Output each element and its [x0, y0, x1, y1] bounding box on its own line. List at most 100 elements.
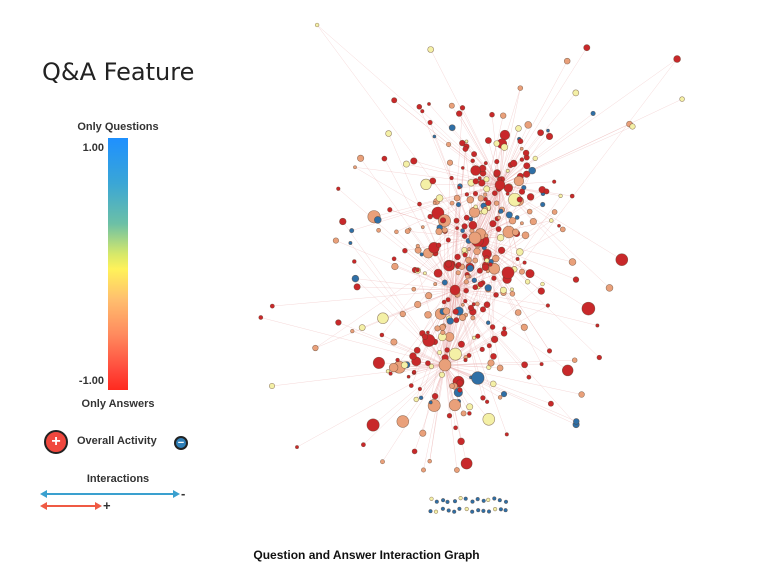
graph-node [431, 392, 439, 400]
graph-edge [474, 237, 573, 263]
interactions-arrows [40, 490, 180, 510]
graph-edge [378, 230, 456, 291]
graph-node [521, 231, 530, 240]
graph-node [540, 201, 546, 208]
graph-node [516, 248, 524, 256]
graph-node [561, 364, 574, 377]
graph-node [516, 196, 523, 203]
graph-node [482, 413, 496, 426]
plus-circle-icon: + [44, 430, 68, 454]
graph-node [446, 141, 452, 147]
graph-node [463, 287, 469, 294]
graph-edge [444, 283, 543, 366]
graph-node [428, 363, 435, 370]
scale-top-label: Only Questions [77, 121, 159, 133]
graph-node [452, 499, 458, 504]
graph-node [520, 323, 528, 331]
graph-node [395, 357, 400, 363]
graph-node [483, 192, 488, 197]
graph-node [332, 237, 339, 244]
graph-node [467, 411, 472, 416]
graph-edge [458, 184, 501, 205]
graph-edge [355, 278, 456, 291]
graph-edge [409, 229, 456, 291]
graph-node [517, 138, 524, 145]
graph-node [490, 380, 497, 388]
graph-node [419, 429, 427, 437]
interactions-label: Interactions [86, 473, 150, 485]
graph-node [360, 442, 366, 448]
graph-node [414, 300, 422, 309]
graph-edge [444, 317, 474, 366]
graph-node [457, 387, 463, 393]
graph-edge [498, 184, 501, 230]
graph-node [503, 508, 508, 513]
graph-node [485, 320, 491, 325]
graph-node [385, 130, 392, 137]
graph-node [498, 208, 504, 214]
graph-node [472, 257, 479, 264]
graph-node [449, 383, 455, 389]
graph-node [547, 400, 554, 407]
graph-node [483, 176, 490, 183]
graph-edge [472, 160, 501, 186]
graph-node [424, 311, 432, 319]
graph-node [423, 271, 427, 276]
graph-node [462, 252, 468, 258]
graph-node [449, 347, 462, 361]
graph-node [484, 233, 489, 238]
graph-node [557, 223, 561, 228]
graph-node [483, 161, 488, 166]
graph-edge [454, 289, 525, 328]
graph-node [396, 415, 410, 428]
graph-edge [428, 184, 501, 254]
graph-node [489, 220, 497, 228]
graph-node [464, 192, 470, 197]
graph-node [411, 286, 417, 292]
graph-edge [444, 364, 467, 464]
graph-node [433, 282, 438, 287]
graph-edge [424, 273, 456, 291]
graph-node [572, 276, 580, 283]
graph-node [504, 432, 509, 437]
graph-node [388, 371, 393, 376]
graph-node [519, 157, 525, 162]
graph-node [438, 358, 452, 372]
graph-node [390, 338, 398, 346]
graph-node [493, 200, 500, 206]
graph-edge [444, 364, 489, 368]
graph-node [615, 253, 629, 266]
graph-node [524, 121, 532, 129]
graph-node [481, 207, 488, 215]
graph-node [381, 155, 388, 162]
graph-node [417, 386, 422, 392]
graph-edges [260, 24, 683, 471]
page-title: Q&A Feature [42, 58, 195, 86]
graph-node [517, 85, 524, 91]
graph-node [445, 260, 453, 268]
graph-node [449, 200, 455, 206]
graph-node [503, 499, 509, 504]
graph-edge [296, 364, 446, 448]
graph-node [460, 228, 465, 234]
graph-node [483, 185, 491, 193]
graph-edge [434, 136, 476, 239]
graph-node [559, 226, 566, 233]
graph-node [446, 508, 451, 513]
graph-node [462, 146, 469, 152]
graph-node [486, 509, 492, 514]
graph-node [295, 445, 299, 450]
interactions-plus-symbol: + [103, 498, 111, 513]
graph-node [460, 457, 473, 470]
graph-node [268, 382, 276, 390]
graph-edge [456, 237, 476, 321]
graph-edge [458, 113, 501, 186]
graph-edge [454, 289, 508, 435]
graph-edge [396, 184, 501, 233]
graph-node [473, 204, 478, 209]
graph-node [336, 186, 341, 191]
graph-edge [389, 209, 476, 239]
graph-edge [372, 364, 446, 426]
graph-node [415, 243, 420, 249]
graph-node [590, 110, 596, 116]
